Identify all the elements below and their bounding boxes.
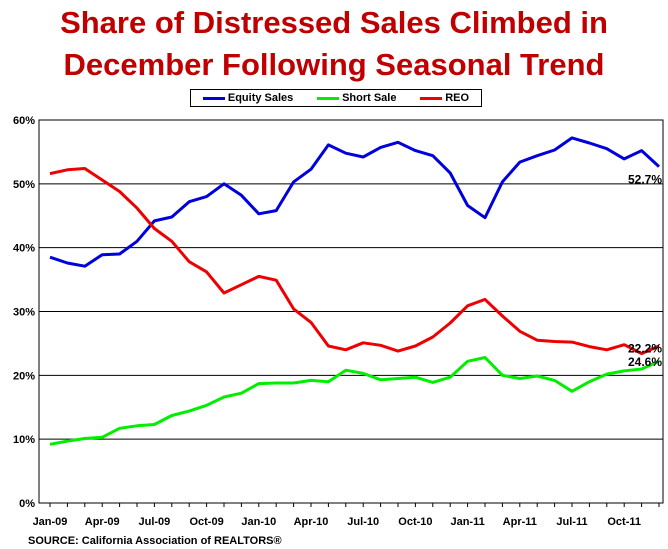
legend-swatch-equity-sales — [202, 96, 225, 100]
data-label: 24.6% — [628, 355, 662, 369]
x-tick-label: Jan-09 — [33, 516, 68, 528]
x-tick-label: Apr-10 — [294, 516, 329, 528]
source-note: SOURCE: California Association of REALTO… — [28, 535, 282, 547]
x-tick-label: Oct-10 — [398, 516, 432, 528]
x-tick-label: Jul-10 — [347, 516, 379, 528]
x-tick-label: Oct-09 — [189, 516, 223, 528]
series-line-short-sale — [49, 356, 660, 446]
y-tick-label: 0% — [19, 498, 35, 510]
legend-item-reo: REO — [420, 92, 469, 104]
x-tick-label: Apr-09 — [85, 516, 120, 528]
legend-label-reo: REO — [445, 92, 470, 104]
y-tick-label: 60% — [13, 115, 35, 127]
y-tick-label: 20% — [13, 370, 35, 382]
y-tick-label: 30% — [13, 307, 35, 319]
legend-label-equity-sales: Equity Sales — [227, 92, 294, 104]
legend-swatch-reo — [420, 96, 443, 100]
x-tick-label: Jan-10 — [241, 516, 276, 528]
legend-item-equity-sales: Equity Sales — [202, 92, 294, 104]
chart-title: Share of Distressed Sales Climbed in Dec… — [60, 5, 608, 82]
series-line-reo — [49, 167, 660, 356]
data-label: 22.2% — [628, 341, 662, 355]
series-line-equity-sales — [49, 136, 661, 268]
plot-frame — [38, 119, 664, 504]
x-tick-label: Jul-11 — [556, 516, 587, 528]
x-tick-label: Jan-11 — [450, 516, 484, 528]
x-tick-label: Jul-09 — [139, 516, 171, 528]
legend-swatch-short-sale — [317, 96, 340, 100]
legend-label-short-sale: Short Sale — [342, 92, 397, 104]
y-tick-label: 10% — [13, 434, 35, 446]
y-tick-label: 40% — [13, 243, 35, 255]
x-tick-label: Apr-11 — [503, 516, 537, 528]
data-label: 52.7% — [628, 173, 662, 187]
legend-item-short-sale: Short Sale — [317, 92, 396, 104]
y-tick-label: 50% — [13, 179, 35, 191]
legend: Equity Sales Short Sale REO — [190, 89, 482, 107]
x-tick-label: Oct-11 — [607, 516, 641, 528]
